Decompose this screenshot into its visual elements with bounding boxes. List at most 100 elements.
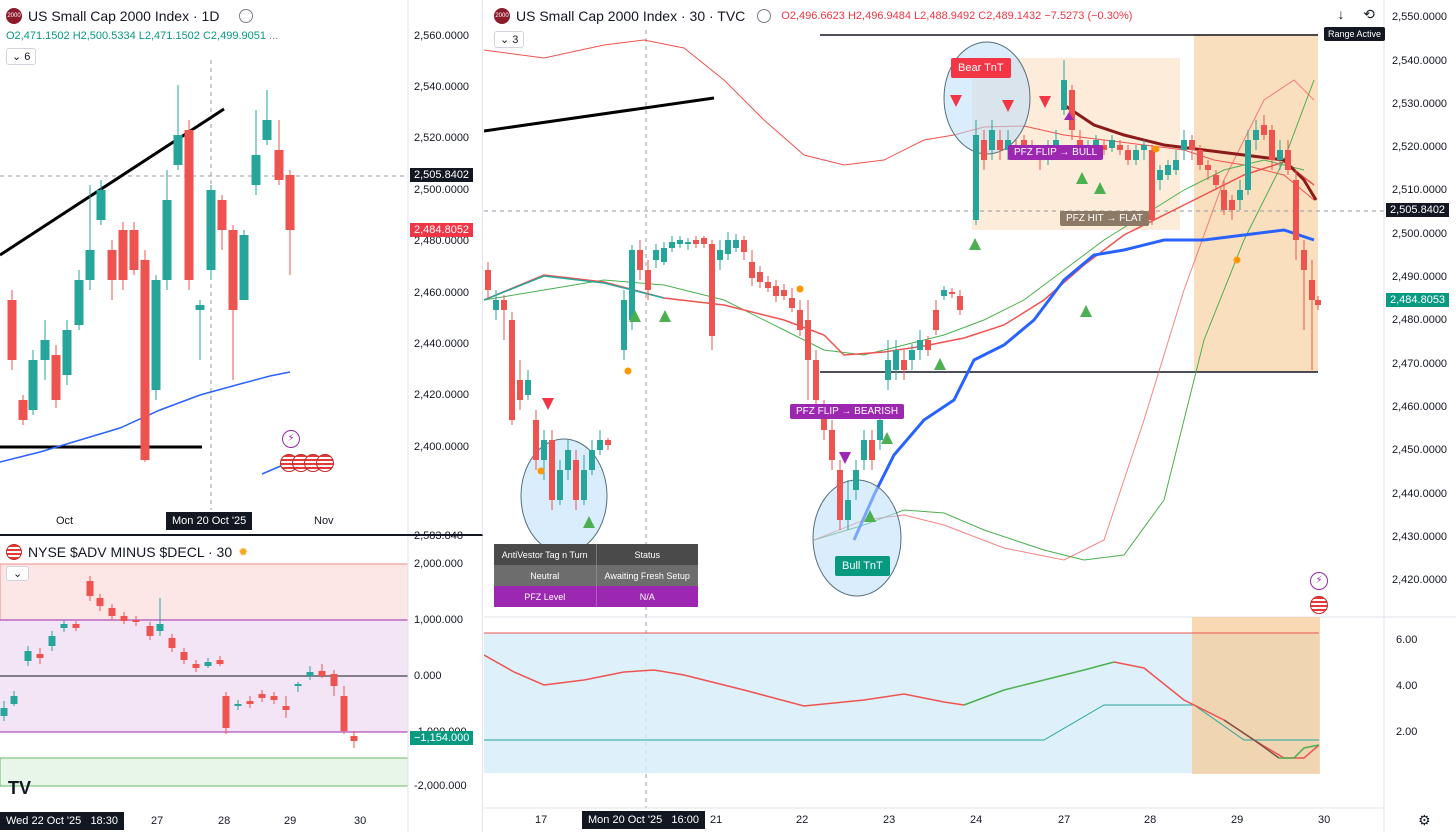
candle-body — [1301, 250, 1307, 270]
candle-body — [60, 624, 68, 628]
breadth-title[interactable]: NYSE $ADV MINUS $DECL · 30 — [28, 544, 233, 560]
candle-body — [270, 696, 278, 700]
intraday-candles — [485, 60, 1321, 530]
price-tick: 2,490.0000 — [1392, 271, 1448, 283]
eye-icon[interactable] — [757, 9, 772, 23]
price-tick: 2,440.0000 — [414, 338, 470, 350]
candle-body — [234, 704, 242, 706]
fullscreen-icon[interactable]: ⟲ — [1363, 6, 1375, 22]
price-tick: 2,480.0000 — [414, 235, 470, 247]
sun-icon: ✹ — [238, 545, 249, 559]
price-tick: 2,540.0000 — [1392, 55, 1448, 67]
candle-body — [509, 320, 515, 420]
candle-body — [1213, 175, 1219, 185]
candle-body — [997, 140, 1003, 150]
breadth-date-axis[interactable]: 27 28 29 30 Wed 22 Oct '25 18:30 — [0, 810, 408, 832]
last-value-label: −1,154.000 — [410, 731, 474, 745]
osc-axis[interactable]: 6.00 4.00 2.00 — [1384, 620, 1456, 808]
price-tick: 2,530.0000 — [1392, 98, 1448, 110]
price-tick: 2,480.0000 — [1392, 314, 1448, 326]
candle-body — [541, 440, 547, 460]
crosshair-date-label: Mon 20 Oct '25 — [166, 512, 253, 530]
date-tick: 24 — [970, 814, 983, 826]
main-date-axis[interactable]: 17 21 22 23 24 27 28 29 30 Mon 20 Oct '2… — [484, 808, 1384, 832]
candle-body — [274, 150, 284, 180]
candle-body — [192, 664, 200, 668]
candle-body — [85, 250, 95, 280]
candle-body — [28, 360, 38, 410]
crosshair-date-label: Mon 20 Oct '25 16:00 — [582, 811, 705, 829]
breadth-pane[interactable]: NYSE $ADV MINUS $DECL · 30 ✹ ⌄ 2,583.848… — [0, 530, 483, 832]
lightning-icon[interactable]: ⚡ — [1310, 572, 1328, 590]
crosshair-price-label: 2,505.8402 — [410, 168, 474, 182]
candle-body — [765, 282, 771, 288]
left-date-axis[interactable]: Oct Nov Mon 20 Oct '25 — [0, 510, 408, 534]
left-chart-pane[interactable]: 2000 US Small Cap 2000 Index · 1D O2,471… — [0, 0, 483, 536]
candle-body — [1117, 145, 1123, 150]
candle-body — [1165, 165, 1171, 175]
eye-icon[interactable] — [239, 9, 254, 23]
date-tick: 30 — [1318, 814, 1331, 826]
candle-body — [989, 130, 995, 150]
download-icon[interactable]: ↓ — [1337, 6, 1345, 22]
candle-body — [0, 708, 8, 716]
crosshair-price-label: 2,505.8402 — [1386, 203, 1450, 217]
candle-body — [781, 290, 787, 296]
bear-tnt-label[interactable]: Bear TnT — [951, 58, 1011, 78]
candle-body — [146, 626, 154, 636]
indicator-toggle[interactable]: ⌄ 6 — [6, 48, 37, 65]
pfz-flip-bull-label[interactable]: PFZ FLIP → BULL — [1008, 145, 1104, 160]
candle-body — [525, 380, 531, 395]
indicator-toggle[interactable]: ⌄ 3 — [494, 31, 525, 48]
left-price-axis[interactable]: 2,560.0000 2,540.0000 2,520.0000 2,500.0… — [408, 0, 482, 534]
date-tick: 29 — [284, 815, 297, 827]
candle-body — [222, 696, 230, 728]
flag-us-icon[interactable] — [1310, 596, 1328, 614]
main-price-axis[interactable]: 2,550.0000 2,540.0000 2,530.0000 2,520.0… — [1384, 0, 1456, 620]
candle-body — [789, 298, 795, 308]
flag-us-icon[interactable] — [280, 454, 334, 472]
chevron-down-icon[interactable]: ⌄ — [6, 566, 30, 581]
candle-body — [1101, 145, 1107, 150]
candle-body — [589, 450, 595, 470]
candle-body — [749, 262, 755, 278]
candle-body — [306, 672, 314, 676]
candle-body — [36, 654, 44, 658]
candle-body — [132, 620, 140, 622]
candle-body — [717, 250, 723, 260]
candle-body — [797, 310, 803, 330]
candle-body — [96, 598, 104, 606]
candle-body — [901, 360, 907, 370]
candle-body — [845, 500, 851, 520]
price-tick: 2,420.0000 — [1392, 574, 1448, 586]
candle-body — [669, 242, 675, 248]
crosshair-date-label: Wed 22 Oct '25 18:30 — [0, 812, 124, 830]
candle-body — [909, 350, 915, 360]
bull-tnt-label[interactable]: Bull TnT — [835, 556, 890, 576]
candle-body — [1315, 300, 1321, 305]
tradingview-logo[interactable]: TV — [8, 778, 32, 798]
pfz-flip-bear-label[interactable]: PFZ FLIP → BEARISH — [790, 404, 905, 419]
price-tick: 2,430.0000 — [1392, 531, 1448, 543]
pfz-hit-label[interactable]: PFZ HIT → FLAT — [1060, 211, 1149, 226]
candle-body — [173, 135, 183, 165]
candle-body — [1133, 150, 1139, 160]
settings-icon[interactable]: ⚙ — [1418, 812, 1431, 828]
axis-tick: 4.00 — [1396, 680, 1418, 692]
date-tick: 17 — [535, 814, 548, 826]
candle-body — [48, 636, 56, 646]
left-chart-title[interactable]: US Small Cap 2000 Index · 1D — [28, 8, 220, 24]
candle-body — [733, 240, 739, 248]
main-chart-title[interactable]: US Small Cap 2000 Index · 30 · TVC — [516, 8, 746, 24]
candle-body — [605, 440, 611, 445]
main-ohlc: O2,496.6623 H2,496.9484 L2,488.9492 C2,4… — [781, 10, 1133, 22]
date-tick: 30 — [354, 815, 367, 827]
candle-body — [1221, 190, 1227, 210]
last-price-label: 2,484.8053 — [1386, 293, 1450, 307]
candle-body — [1061, 80, 1067, 110]
price-tick: 2,500.0000 — [1392, 228, 1448, 240]
lightning-icon[interactable]: ⚡ — [282, 430, 300, 448]
breadth-axis[interactable]: 2,583.848 2,000.000 1,000.000 0.000 -1,0… — [408, 530, 482, 832]
breadth-candles — [0, 576, 358, 748]
main-chart-pane[interactable]: 2000 US Small Cap 2000 Index · 30 · TVC … — [484, 0, 1456, 832]
